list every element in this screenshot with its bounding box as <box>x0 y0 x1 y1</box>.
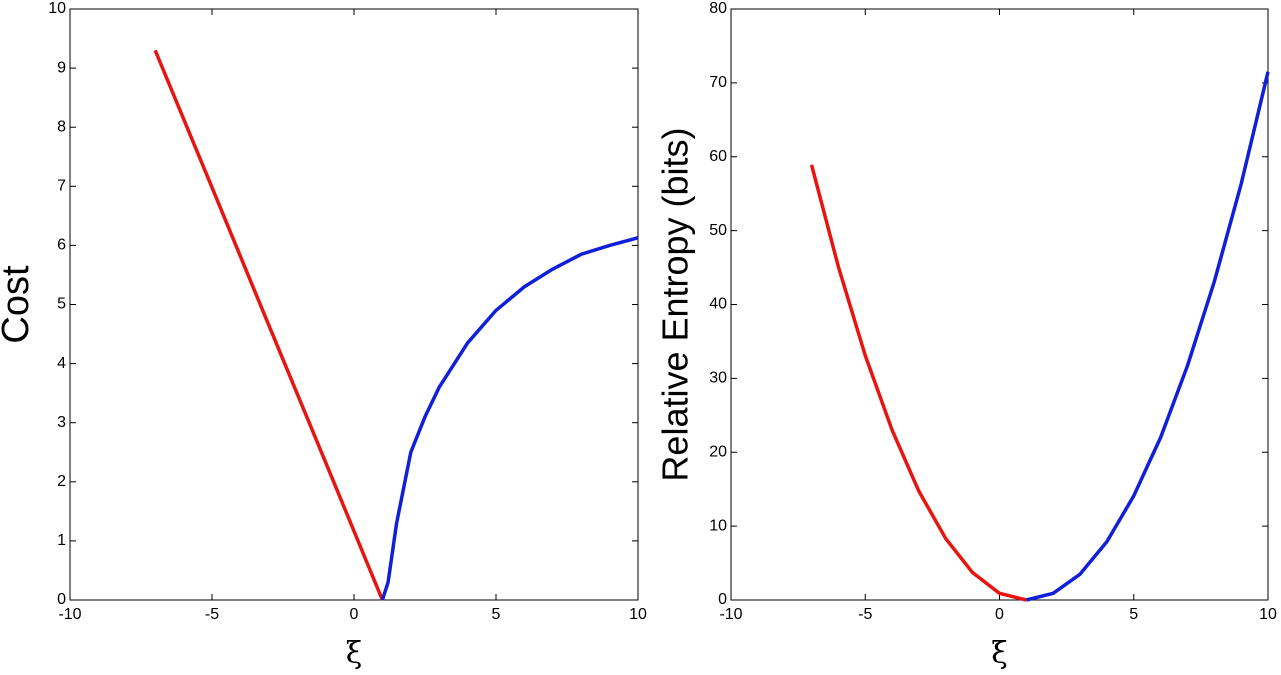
x-tick-label: 10 <box>1259 606 1277 623</box>
y-tick-label: 1 <box>57 532 66 549</box>
x-tick-label: -10 <box>719 606 742 623</box>
y-tick-label: 7 <box>57 178 66 195</box>
x-tick-label: -5 <box>858 606 872 623</box>
y-tick-label: 10 <box>48 0 66 17</box>
x-tick-label: 10 <box>629 606 647 623</box>
x-tick-label: 5 <box>1129 606 1138 623</box>
y-axis-label: Cost <box>0 265 37 344</box>
x-tick-label: 0 <box>995 606 1004 623</box>
y-tick-label: 10 <box>709 517 727 534</box>
y-tick-label: 2 <box>57 473 66 490</box>
y-tick-label: 30 <box>709 370 727 387</box>
plot-frame <box>730 8 1269 601</box>
y-tick-label: 6 <box>57 237 66 254</box>
y-tick-label: 60 <box>709 148 727 165</box>
x-tick-label: -5 <box>205 606 219 623</box>
x-axis-label: ξ <box>991 636 1008 671</box>
data-line <box>153 49 385 601</box>
y-tick-label: 20 <box>709 443 727 460</box>
data-line <box>809 164 1027 602</box>
y-tick-label: 0 <box>718 591 727 608</box>
y-tick-label: 8 <box>57 118 66 135</box>
y-tick-label: 50 <box>709 222 727 239</box>
y-tick-label: 40 <box>709 296 727 313</box>
y-tick-label: 5 <box>57 296 66 313</box>
y-tick-label: 70 <box>709 74 727 91</box>
y-tick-label: 80 <box>709 0 727 17</box>
x-tick-label: -10 <box>58 606 81 623</box>
y-tick-label: 9 <box>57 59 66 76</box>
x-tick-label: 5 <box>492 606 501 623</box>
plot-frame <box>69 8 639 601</box>
data-line <box>380 236 639 601</box>
y-tick-label: 0 <box>57 591 66 608</box>
y-tick-label: 4 <box>57 355 66 372</box>
x-axis-label: ξ <box>346 636 363 671</box>
x-tick-label: 0 <box>350 606 359 623</box>
y-tick-label: 3 <box>57 414 66 431</box>
data-line <box>1025 71 1270 602</box>
y-axis-label: Relative Entropy (bits) <box>655 127 696 481</box>
